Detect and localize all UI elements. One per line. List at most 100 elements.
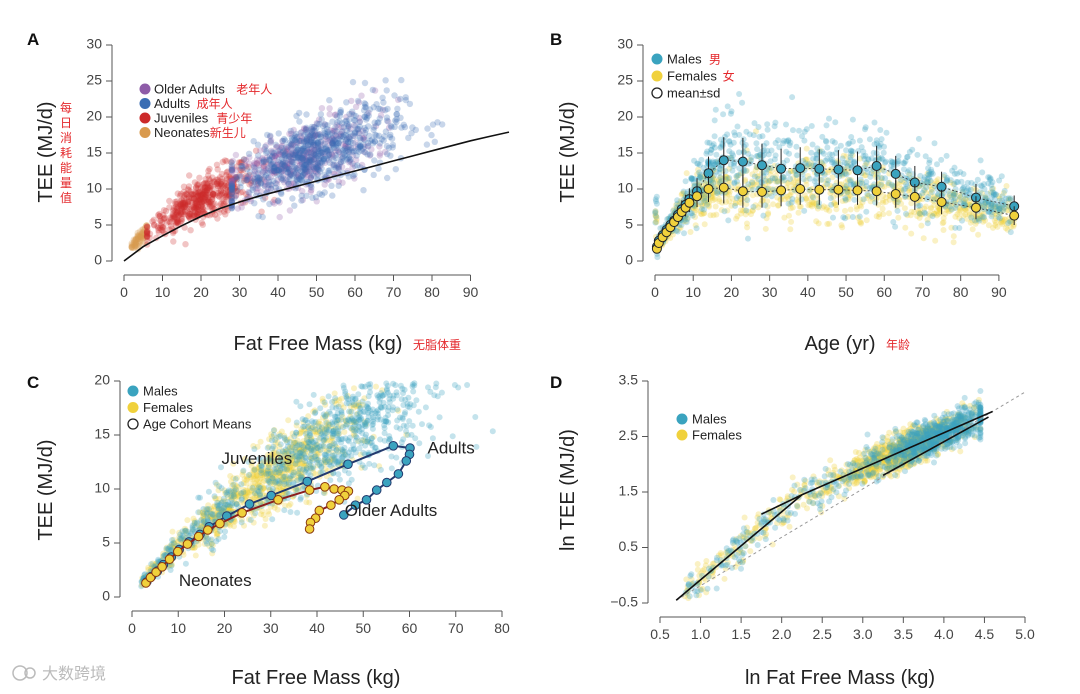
data-point: [754, 146, 761, 153]
data-point: [376, 152, 383, 159]
data-point: [204, 189, 211, 197]
data-point: [182, 203, 189, 210]
data-point: [828, 201, 835, 208]
data-point: [755, 124, 762, 130]
data-point: [402, 96, 410, 104]
data-point: [254, 180, 262, 187]
data-point: [409, 422, 416, 429]
data-point: [238, 519, 245, 526]
data-point: [760, 173, 767, 180]
data-point: [175, 208, 182, 215]
data-point: [238, 495, 245, 502]
data-point: [228, 189, 235, 196]
data-point: [199, 186, 207, 193]
data-point: [132, 240, 139, 248]
data-point: [321, 399, 328, 406]
data-point: [169, 528, 176, 535]
data-point: [205, 184, 213, 191]
data-point: [180, 204, 187, 211]
data-point: [198, 198, 206, 205]
data-point: [1005, 195, 1012, 202]
data-point: [232, 192, 240, 199]
data-point: [228, 159, 235, 166]
data-point: [237, 159, 244, 166]
data-point: [138, 234, 145, 241]
data-point: [732, 202, 738, 209]
data-point: [192, 204, 199, 212]
data-point: [819, 133, 826, 140]
data-point: [203, 196, 210, 204]
data-point: [184, 186, 192, 193]
data-point: [696, 174, 703, 181]
data-point: [256, 475, 263, 482]
data-point: [681, 230, 687, 237]
data-point: [173, 210, 181, 217]
data-point: [132, 243, 139, 250]
data-point: [790, 127, 796, 134]
data-point: [701, 195, 708, 202]
data-point: [140, 235, 147, 242]
data-point: [197, 188, 204, 195]
data-point: [960, 171, 967, 177]
data-point: [210, 547, 217, 554]
data-point: [179, 200, 187, 207]
data-point: [200, 197, 207, 205]
data-point: [977, 157, 984, 164]
data-point: [252, 147, 260, 154]
panel-a-points: [128, 76, 446, 253]
data-point: [167, 214, 174, 221]
data-point: [193, 190, 200, 197]
data-point: [277, 441, 284, 448]
data-point: [765, 151, 772, 158]
data-point: [222, 185, 229, 192]
data-point: [187, 191, 195, 198]
data-point: [245, 150, 253, 157]
data-point: [704, 139, 711, 146]
data-point: [216, 191, 224, 199]
data-point: [194, 181, 201, 188]
data-point: [800, 176, 807, 183]
data-point: [238, 481, 245, 488]
data-point: [220, 189, 227, 196]
data-point: [190, 191, 197, 198]
data-point: [186, 211, 193, 218]
data-point: [209, 193, 216, 200]
data-point: [764, 126, 771, 133]
data-point: [298, 442, 305, 448]
data-point: [992, 222, 999, 229]
data-point: [233, 163, 241, 170]
data-point: [205, 199, 212, 206]
data-point: [988, 201, 995, 208]
data-point: [218, 190, 225, 198]
data-point: [209, 190, 217, 197]
data-point: [988, 181, 995, 188]
data-point: [981, 214, 987, 221]
data-point: [196, 174, 203, 181]
data-point: [207, 183, 214, 190]
data-point: [370, 171, 377, 179]
data-point: [400, 390, 406, 397]
data-point: [324, 122, 331, 129]
data-point: [129, 244, 136, 252]
data-point: [373, 408, 380, 415]
data-point: [849, 116, 856, 123]
data-point: [401, 123, 409, 131]
data-point: [247, 179, 255, 186]
data-point: [230, 180, 238, 188]
data-point: [241, 476, 248, 483]
data-point: [171, 207, 178, 214]
data-point: [173, 198, 180, 205]
data-point: [419, 421, 425, 428]
data-point: [951, 164, 958, 171]
data-point: [748, 211, 754, 218]
data-point: [217, 187, 225, 195]
data-point: [336, 118, 343, 125]
data-point: [355, 391, 362, 398]
data-point: [202, 194, 209, 201]
data-point: [228, 180, 235, 187]
data-point: [223, 180, 230, 187]
data-point: [222, 193, 229, 200]
data-point: [198, 198, 205, 206]
data-point: [781, 177, 788, 184]
data-point: [201, 184, 208, 192]
